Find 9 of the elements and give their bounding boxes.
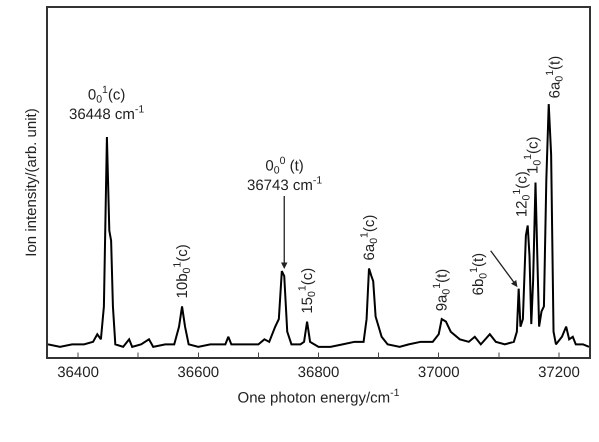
y-axis-title: Ion intensity/(arb. unit) [23,108,40,257]
x-tick-label: 37200 [538,364,580,381]
x-axis-title: One photon energy/cm$^{-1}$ [238,386,400,406]
annotation: 0$_{0}$$^{0}$ (t) 36743 cm$^{-1}$ [247,155,322,194]
x-tick-label: 37000 [418,364,460,381]
x-tick-label: 36600 [177,364,220,381]
x-tick-label: 36800 [298,364,340,381]
x-tick-label: 36400 [57,364,99,381]
annotation: 0$_{0}$$^{1}$(c) 36448 cm$^{-1}$ [69,84,144,123]
